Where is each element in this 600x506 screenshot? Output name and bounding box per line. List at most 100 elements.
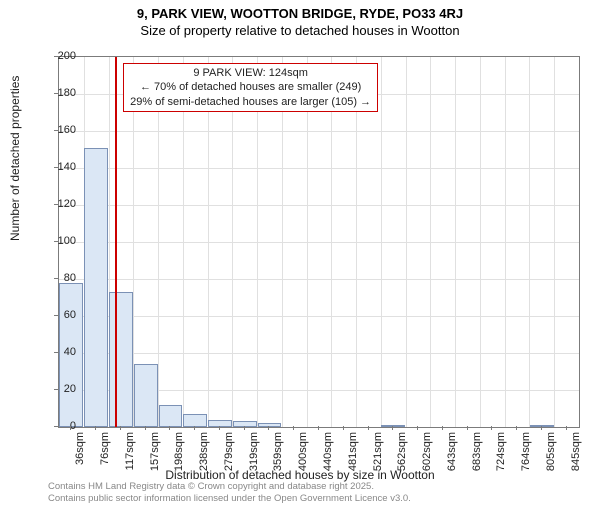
histogram-bar [159, 405, 183, 427]
gridline-v [232, 57, 233, 427]
y-tick [54, 204, 58, 205]
x-tick [442, 426, 443, 430]
gridline-h [59, 205, 579, 206]
x-tick-label: 198sqm [173, 432, 185, 471]
y-tick [54, 167, 58, 168]
y-tick [54, 93, 58, 94]
x-tick-label: 319sqm [248, 432, 260, 471]
footer-attribution: Contains HM Land Registry data © Crown c… [48, 481, 411, 504]
gridline-v [430, 57, 431, 427]
gridline-v [455, 57, 456, 427]
chart-title-main: 9, PARK VIEW, WOOTTON BRIDGE, RYDE, PO33… [0, 6, 600, 21]
y-tick-label: 20 [46, 383, 76, 395]
x-tick-label: 359sqm [272, 432, 284, 471]
gridline-h [59, 168, 579, 169]
x-tick [566, 426, 567, 430]
x-tick [70, 426, 71, 430]
x-tick [516, 426, 517, 430]
x-tick [95, 426, 96, 430]
gridline-h [59, 279, 579, 280]
y-tick-label: 100 [46, 235, 76, 247]
x-tick [219, 426, 220, 430]
annotation-title: 9 PARK VIEW: 124sqm [130, 66, 371, 80]
chart-plot-area: 9 PARK VIEW: 124sqm← 70% of detached hou… [58, 56, 580, 428]
y-tick-label: 120 [46, 198, 76, 210]
gridline-v [257, 57, 258, 427]
gridline-v [183, 57, 184, 427]
gridline-v [381, 57, 382, 427]
x-tick [467, 426, 468, 430]
x-tick [491, 426, 492, 430]
x-tick [120, 426, 121, 430]
y-tick-label: 60 [46, 309, 76, 321]
y-tick [54, 241, 58, 242]
y-tick [54, 130, 58, 131]
gridline-v [505, 57, 506, 427]
x-tick [368, 426, 369, 430]
gridline-v [406, 57, 407, 427]
x-tick-label: 805sqm [545, 432, 557, 471]
gridline-v [282, 57, 283, 427]
gridline-h [59, 242, 579, 243]
x-tick-label: 400sqm [297, 432, 309, 471]
y-tick-label: 180 [46, 87, 76, 99]
y-tick-label: 40 [46, 346, 76, 358]
gridline-v [480, 57, 481, 427]
x-tick [194, 426, 195, 430]
x-tick [417, 426, 418, 430]
histogram-bar [84, 148, 108, 427]
x-tick-label: 279sqm [223, 432, 235, 471]
gridline-v [356, 57, 357, 427]
x-tick [268, 426, 269, 430]
annotation-callout: 9 PARK VIEW: 124sqm← 70% of detached hou… [123, 63, 378, 112]
x-tick-label: 724sqm [495, 432, 507, 471]
x-tick-label: 562sqm [396, 432, 408, 471]
footer-line-2: Contains public sector information licen… [48, 493, 411, 504]
gridline-v [331, 57, 332, 427]
x-tick-label: 764sqm [520, 432, 532, 471]
y-tick [54, 426, 58, 427]
y-tick-label: 0 [46, 420, 76, 432]
y-tick-label: 200 [46, 50, 76, 62]
y-tick [54, 389, 58, 390]
histogram-bar [530, 425, 554, 427]
y-axis-label: Number of detached properties [8, 76, 22, 241]
histogram-bar [208, 420, 232, 427]
y-tick-label: 80 [46, 272, 76, 284]
x-tick [541, 426, 542, 430]
x-tick [169, 426, 170, 430]
property-marker-line [115, 57, 117, 427]
annotation-smaller: ← 70% of detached houses are smaller (24… [130, 80, 371, 94]
y-tick [54, 278, 58, 279]
x-tick-label: 481sqm [347, 432, 359, 471]
x-tick-label: 602sqm [421, 432, 433, 471]
gridline-v [158, 57, 159, 427]
gridline-h [59, 353, 579, 354]
x-tick-label: 643sqm [446, 432, 458, 471]
x-tick-label: 76sqm [99, 432, 111, 465]
y-tick [54, 56, 58, 57]
x-tick-label: 157sqm [149, 432, 161, 471]
x-tick-label: 845sqm [570, 432, 582, 471]
x-tick-label: 238sqm [198, 432, 210, 471]
gridline-h [59, 131, 579, 132]
x-tick [293, 426, 294, 430]
x-tick [318, 426, 319, 430]
gridline-v [554, 57, 555, 427]
histogram-bar [233, 421, 257, 427]
gridline-v [208, 57, 209, 427]
x-tick-label: 36sqm [74, 432, 86, 465]
y-tick [54, 315, 58, 316]
x-tick-label: 683sqm [471, 432, 483, 471]
x-tick-label: 117sqm [124, 432, 136, 470]
histogram-bar [109, 292, 133, 427]
x-axis-label: Distribution of detached houses by size … [0, 468, 600, 482]
x-tick [244, 426, 245, 430]
histogram-bar [134, 364, 158, 427]
annotation-larger: 29% of semi-detached houses are larger (… [130, 95, 371, 109]
gridline-v [529, 57, 530, 427]
y-tick-label: 140 [46, 161, 76, 173]
gridline-v [307, 57, 308, 427]
chart-title-sub: Size of property relative to detached ho… [0, 23, 600, 38]
x-tick-label: 521sqm [372, 432, 384, 471]
